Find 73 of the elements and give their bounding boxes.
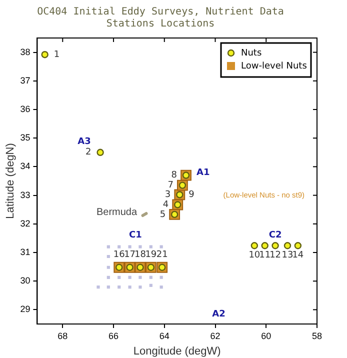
point [250,242,258,250]
x-tick-label: 66 [108,330,119,341]
point [160,286,163,289]
legend-label: Nuts [241,48,262,58]
y-tick-label: 36 [20,104,30,114]
point [118,245,121,248]
annotation: C1 [128,230,142,241]
point [138,245,142,248]
point [294,242,302,250]
annotation: A1 [196,168,210,178]
annotation: 5 [160,210,166,220]
y-axis-title: Latitude (degN) [4,143,17,219]
annotation: 9 [188,190,195,200]
x-tick-label: 60 [261,330,272,341]
point [284,242,292,250]
annotation: 13 [282,250,294,260]
y-tick-label: 37 [20,75,30,86]
annotation: 4 [162,200,169,210]
chart-title: OC404 Initial Eddy Surveys, Nutrient Data Stations Locations [37,6,284,30]
point [106,286,110,289]
point [106,276,110,279]
point [128,245,132,248]
annotation: 2 [86,148,92,158]
point [138,286,142,289]
x-tick-label: 62 [210,330,220,341]
annotation: Bermuda [96,207,138,218]
point [96,148,104,156]
annotation: 7 [168,180,174,191]
y-tick-label: 33 [20,190,30,200]
point [149,276,152,279]
point [41,50,48,58]
annotation: A3 [78,136,91,147]
annotation: 19 [145,250,157,260]
point [160,245,163,248]
annotation: 11 [259,250,271,260]
annotation: 10 [248,250,260,260]
y-tick-label: 34 [20,161,30,172]
point [118,276,121,279]
y-tick-label: 38 [20,46,30,57]
y-tick-label: 31 [20,246,30,257]
annotation: 17 [124,250,136,260]
y-tick-label: 29 [20,304,30,314]
y-tick-label: 35 [20,132,30,143]
x-tick-label: 68 [58,330,68,341]
point [96,286,100,289]
annotation: A2 [212,309,226,320]
annotation: 3 [164,190,171,200]
point [106,266,110,269]
annotation: 16 [113,250,126,260]
point [128,276,132,279]
annotation: 8 [171,170,178,181]
point [128,286,132,289]
point [106,245,110,248]
point [149,284,152,287]
annotation: 14 [292,250,304,260]
x-tick-label: 64 [159,330,170,341]
x-tick-label: 58 [312,330,322,341]
annotation: 12 [270,250,282,260]
annotation: 1 [54,50,60,60]
point [272,242,279,250]
point [106,254,110,258]
point [118,286,121,289]
legend-label: Low-level Nuts [241,61,308,72]
annotation: C2 [268,230,282,241]
point [149,245,152,248]
x-axis-title: Longitude (degW) [133,345,221,358]
y-tick-label: 32 [20,218,30,228]
point [138,276,142,279]
y-tick-label: 30 [20,276,30,286]
point [160,276,163,279]
annotation: 21 [156,250,168,260]
annotation: 18 [134,250,146,260]
point [261,242,268,250]
